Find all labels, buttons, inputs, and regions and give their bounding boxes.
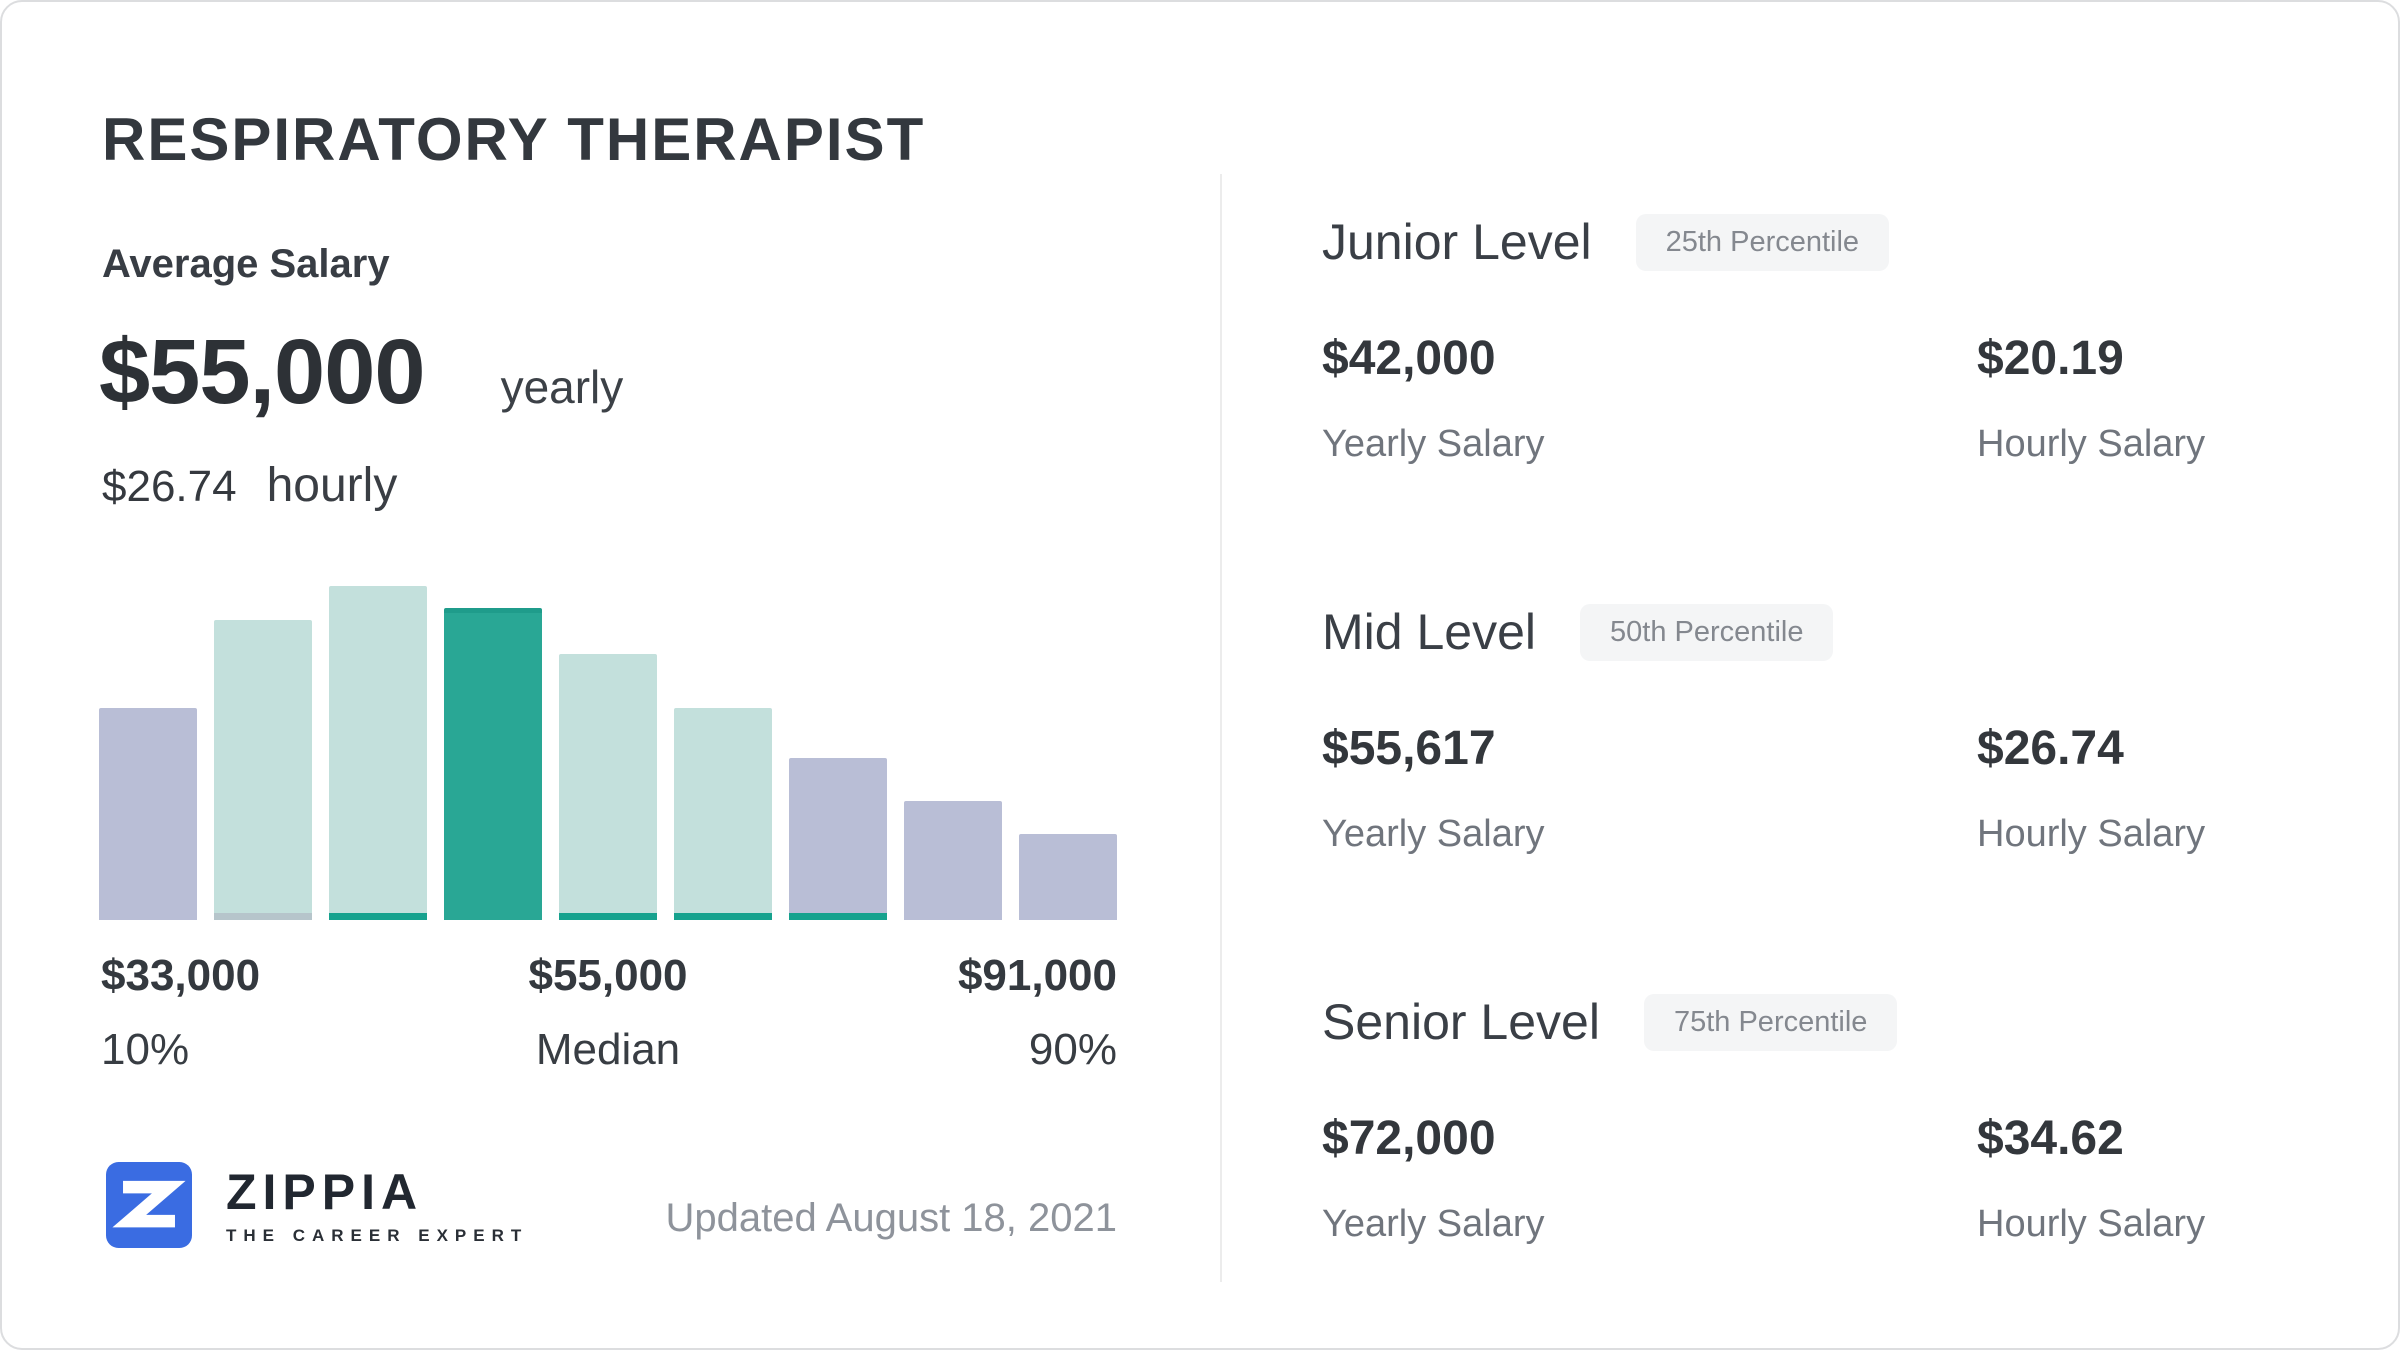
histogram-bar [789,758,887,920]
level-block-senior: Senior Level 75th Percentile $72,000 $34… [1322,994,2312,1243]
hourly-salary-value: $20.19 [1977,332,2124,385]
average-hourly-value: $26.74 [102,462,237,511]
histogram-bar [99,708,197,920]
zippia-logo-text: ZIPPIA THE CAREER EXPERT [226,1167,528,1244]
axis-tick-label: 10% [101,1025,190,1074]
zippia-logo-icon [106,1162,192,1248]
histogram-bar [559,654,657,920]
average-yearly-unit: yearly [500,361,624,413]
yearly-salary-label: Yearly Salary [1322,813,1545,855]
hourly-salary-label: Hourly Salary [1977,1203,2206,1245]
page-title: RESPIRATORY THERAPIST [102,106,926,173]
yearly-salary-value: $55,617 [1322,722,1496,775]
yearly-salary-value: $42,000 [1322,332,1496,385]
average-yearly-row: $55,000 yearly [99,326,623,418]
axis-tick-label: 90% [1028,1025,1117,1074]
level-name: Senior Level [1322,994,1600,1050]
histogram-bar [214,620,312,920]
histogram-bar-underline [674,913,772,920]
histogram-bar [674,708,772,920]
level-header: Mid Level 50th Percentile [1322,604,2312,661]
axis-tick-value: $55,000 [528,951,688,1000]
histogram-bar [1019,834,1117,920]
percentile-badge: 75th Percentile [1643,994,1898,1051]
hourly-salary-label: Hourly Salary [1977,813,2206,855]
level-name: Mid Level [1322,604,1536,660]
updated-date: Updated August 18, 2021 [665,1196,1117,1240]
histogram [99,586,1117,920]
yearly-salary-label: Yearly Salary [1322,423,1545,465]
yearly-salary-label: Yearly Salary [1322,1203,1545,1245]
level-name: Junior Level [1322,214,1592,270]
level-values: $55,617 $26.74 Yearly Salary Hourly Sala… [1322,722,2312,855]
axis-tick-value: $33,000 [101,951,261,1000]
axis-tick-median: $55,000 Median [528,954,687,1072]
zippia-logo-tagline: THE CAREER EXPERT [226,1225,529,1245]
level-block-mid: Mid Level 50th Percentile $55,617 $26.74… [1322,604,2312,853]
zippia-logo[interactable]: ZIPPIA THE CAREER EXPERT [106,1162,528,1248]
average-salary-heading: Average Salary [102,242,390,286]
level-values: $72,000 $34.62 Yearly Salary Hourly Sala… [1322,1112,2312,1245]
level-values: $42,000 $20.19 Yearly Salary Hourly Sala… [1322,332,2312,465]
histogram-bar-underline [329,913,427,920]
yearly-salary-value: $72,000 [1322,1112,1496,1165]
histogram-bar [329,586,427,920]
vertical-divider [1220,174,1222,1282]
hourly-salary-label: Hourly Salary [1977,423,2206,465]
histogram-bar [444,608,542,920]
axis-tick-label: Median [535,1025,681,1074]
percentile-badge: 25th Percentile [1635,214,1890,271]
level-header: Senior Level 75th Percentile [1322,994,2312,1051]
average-hourly-unit: hourly [266,459,398,512]
average-yearly-value: $55,000 [99,321,426,423]
hourly-salary-value: $34.62 [1977,1112,2124,1165]
level-header: Junior Level 25th Percentile [1322,214,2312,271]
hourly-salary-value: $26.74 [1977,722,2124,775]
histogram-bar-underline [214,913,312,920]
zippia-logo-name: ZIPPIA [226,1163,424,1220]
percentile-badge: 50th Percentile [1580,604,1834,661]
level-block-junior: Junior Level 25th Percentile $42,000 $20… [1322,214,2312,463]
histogram-bar [904,801,1002,920]
axis-tick-90th: $91,000 90% [958,954,1117,1072]
average-hourly-row: $26.74 hourly [102,462,397,510]
axis-tick-value: $91,000 [957,951,1117,1000]
axis-tick-10th: $33,000 10% [101,954,260,1072]
histogram-bar-underline [559,913,657,920]
histogram-bar-underline [789,913,887,920]
